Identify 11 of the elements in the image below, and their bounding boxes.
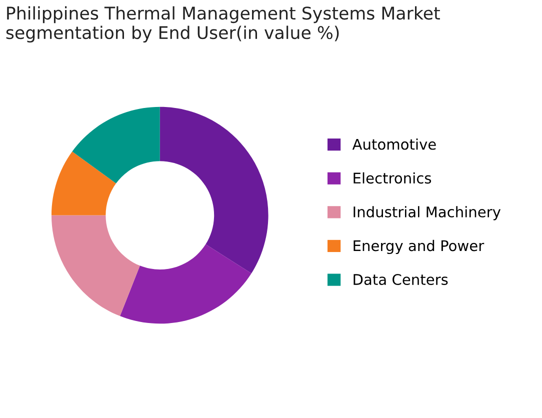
donut-slice: [120, 244, 252, 324]
legend-label: Automotive: [352, 138, 436, 150]
donut-slice: [51, 215, 140, 316]
donut-slice: [72, 106, 160, 184]
chart-title: Philippines Thermal Management Systems Market segmentation by End User(in value %): [6, 6, 440, 43]
legend-label: Energy and Power: [354, 240, 484, 254]
legend-label: Data Centers: [354, 274, 448, 286]
legend-label: Industrial Machinery: [354, 206, 501, 220]
donut-slice: [51, 152, 116, 216]
donut-slice: [160, 106, 268, 274]
legend-label: Electronics: [354, 172, 432, 184]
